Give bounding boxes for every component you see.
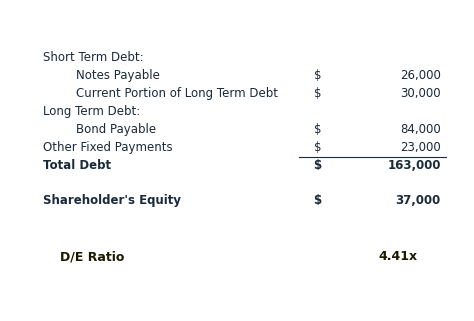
- Text: 37,000: 37,000: [396, 194, 441, 207]
- Text: Bond Payable: Bond Payable: [76, 123, 156, 136]
- Text: 163,000: 163,000: [387, 159, 441, 171]
- Text: Long Term Debt:: Long Term Debt:: [43, 105, 140, 118]
- Text: $: $: [314, 69, 321, 82]
- Text: $: $: [314, 141, 321, 154]
- Text: Total Debt: Total Debt: [43, 159, 111, 171]
- Text: $: $: [314, 123, 321, 136]
- Text: 30,000: 30,000: [400, 87, 441, 100]
- Text: 4.41x: 4.41x: [378, 250, 418, 263]
- Text: $: $: [313, 159, 322, 171]
- Text: Short Term Debt:: Short Term Debt:: [43, 51, 143, 65]
- Text: © Corporate Finance Institute®. All rights reserved.: © Corporate Finance Institute®. All righ…: [12, 7, 267, 17]
- Text: D/E Ratio: D/E Ratio: [60, 250, 125, 263]
- Text: Shareholder's Equity: Shareholder's Equity: [43, 194, 181, 207]
- Text: 26,000: 26,000: [400, 69, 441, 82]
- Text: $: $: [314, 87, 321, 100]
- Text: 84,000: 84,000: [400, 123, 441, 136]
- Text: D/E Ratio Example: D/E Ratio Example: [33, 31, 171, 44]
- Text: Other Fixed Payments: Other Fixed Payments: [43, 141, 172, 154]
- Text: Notes Payable: Notes Payable: [76, 69, 160, 82]
- Text: 23,000: 23,000: [400, 141, 441, 154]
- Text: $: $: [313, 194, 322, 207]
- Text: Current Portion of Long Term Debt: Current Portion of Long Term Debt: [76, 87, 278, 100]
